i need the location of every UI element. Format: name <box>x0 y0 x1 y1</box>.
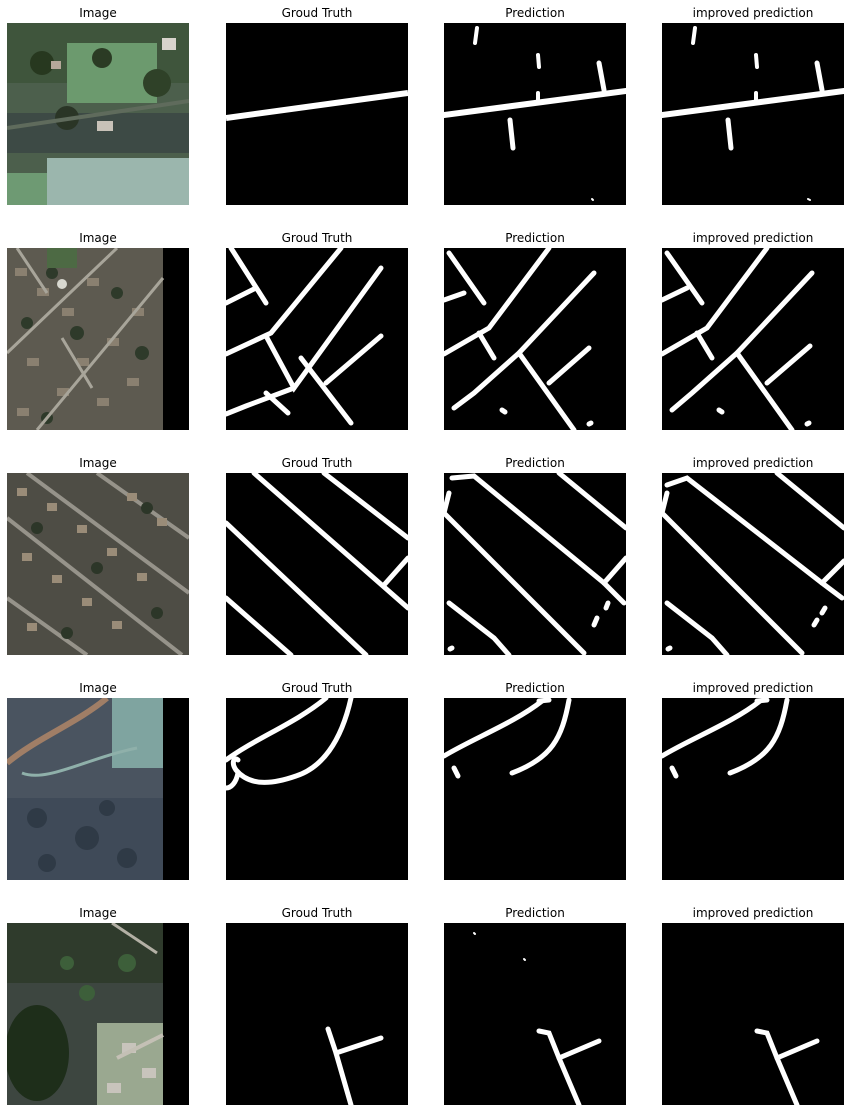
row2-prediction-title: Prediction <box>505 231 565 245</box>
row2-image-title: Image <box>79 231 117 245</box>
row4-prediction-mask <box>444 698 626 880</box>
row5-ground-truth-mask <box>226 923 408 1105</box>
row4-improved-prediction-mask <box>662 698 844 880</box>
row3-prediction-mask <box>444 473 626 655</box>
row2-prediction-mask <box>444 248 626 430</box>
row5-improved-prediction-mask <box>662 923 844 1105</box>
row5-prediction-title: Prediction <box>505 906 565 920</box>
row1-ground-truth-title: Groud Truth <box>281 6 353 20</box>
row2-improved-prediction-mask <box>662 248 844 430</box>
row1-improved-prediction-mask <box>662 23 844 205</box>
row1-prediction-title: Prediction <box>505 6 565 20</box>
row1-ground-truth-mask <box>226 23 408 205</box>
row4-ground-truth-title: Groud Truth <box>281 681 353 695</box>
row3-ground-truth-title: Groud Truth <box>281 456 353 470</box>
row3-satellite-image <box>7 473 189 655</box>
row4-prediction-title: Prediction <box>505 681 565 695</box>
row4-image-title: Image <box>79 681 117 695</box>
row3-ground-truth-mask <box>226 473 408 655</box>
row4-improved-prediction-title: improved prediction <box>692 681 814 695</box>
row5-ground-truth-title: Groud Truth <box>281 906 353 920</box>
row2-improved-prediction-title: improved prediction <box>692 231 814 245</box>
row1-improved-prediction-title: improved prediction <box>692 6 814 20</box>
row5-prediction-mask <box>444 923 626 1105</box>
row1-satellite-image <box>7 23 189 205</box>
row3-improved-prediction-title: improved prediction <box>692 456 814 470</box>
row3-improved-prediction-mask <box>662 473 844 655</box>
row1-image-title: Image <box>79 6 117 20</box>
row5-improved-prediction-title: improved prediction <box>692 906 814 920</box>
row5-image-title: Image <box>79 906 117 920</box>
row3-prediction-title: Prediction <box>505 456 565 470</box>
row2-ground-truth-mask <box>226 248 408 430</box>
row3-image-title: Image <box>79 456 117 470</box>
row1-prediction-mask <box>444 23 626 205</box>
row5-satellite-image <box>7 923 189 1105</box>
row2-ground-truth-title: Groud Truth <box>281 231 353 245</box>
row4-ground-truth-mask <box>226 698 408 880</box>
row2-satellite-image <box>7 248 189 430</box>
row4-satellite-image <box>7 698 189 880</box>
